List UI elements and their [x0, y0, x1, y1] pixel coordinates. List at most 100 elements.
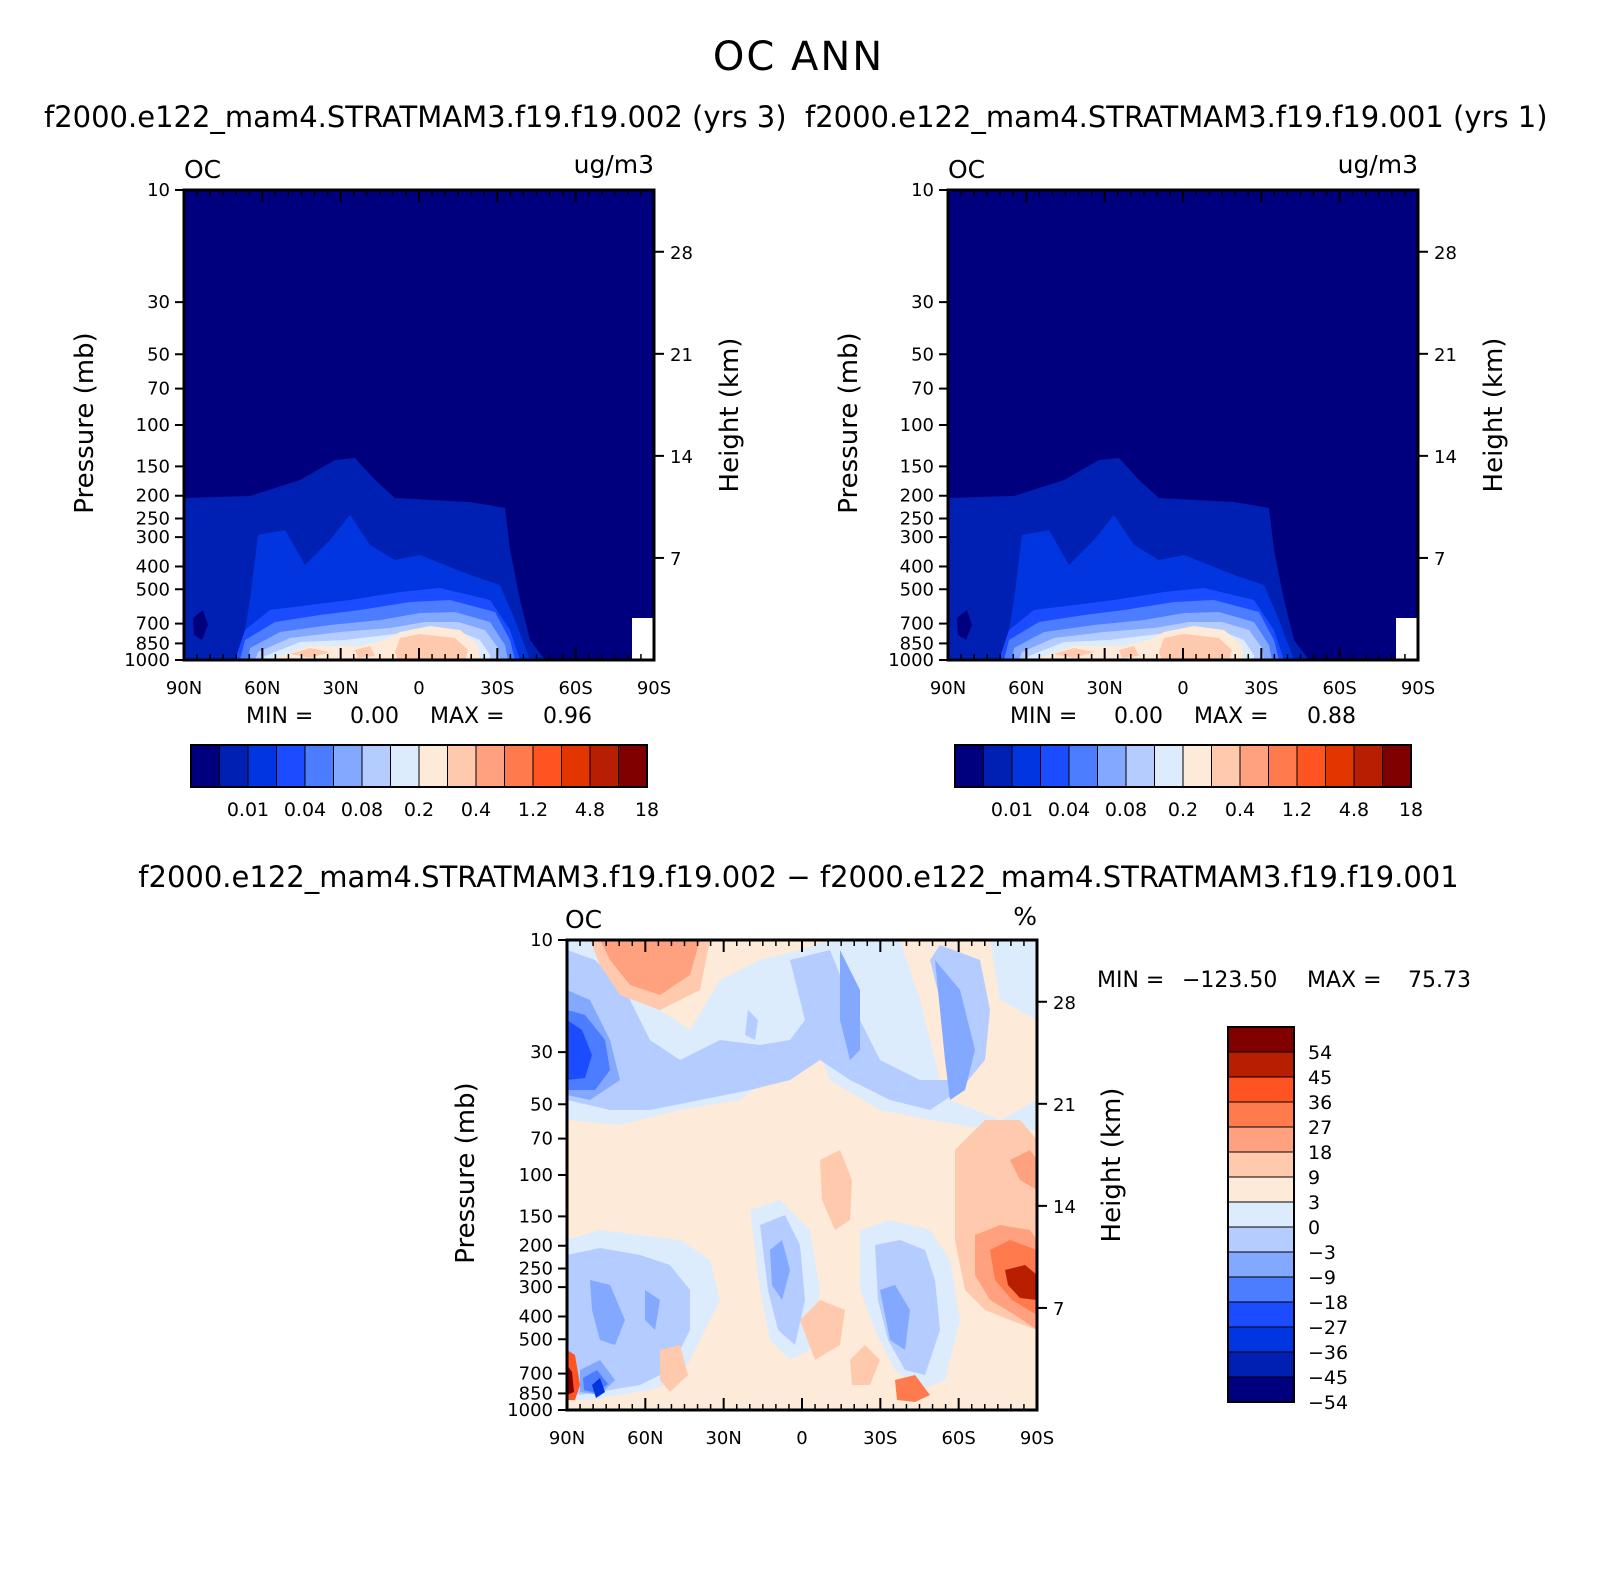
max-value: 0.96	[543, 704, 592, 729]
colorbar-label: 18	[635, 799, 659, 821]
max-label: MAX =	[1194, 704, 1269, 729]
y2-tick-label: 28	[1053, 993, 1076, 1014]
colorbar-box	[447, 744, 477, 788]
colorbar-box	[954, 744, 984, 788]
colorbar-label: −9	[1308, 1267, 1336, 1289]
y-tick-label: 50	[530, 1094, 553, 1115]
colorbar-box	[1227, 1276, 1295, 1303]
colorbar-label: 45	[1308, 1067, 1332, 1089]
y2-tick-label: 21	[670, 345, 693, 366]
units-label: %	[1013, 902, 1037, 931]
colorbar-box	[983, 744, 1013, 788]
contour-level-5	[580, 1240, 910, 1395]
x-tick-label: 60N	[627, 1428, 663, 1449]
max-value: 75.73	[1408, 968, 1471, 993]
y-tick-label: 50	[147, 344, 170, 365]
colorbar-box	[1353, 744, 1383, 788]
y-tick-label: 850	[900, 633, 934, 654]
diff-title: f2000.e122_mam4.STRATMAM3.f19.f19.002 − …	[138, 860, 1459, 894]
y2-tick-label: 14	[670, 447, 693, 468]
min-value: −123.50	[1182, 968, 1278, 993]
y-tick-label: 400	[136, 556, 170, 577]
panel-case-002	[182, 188, 656, 662]
colorbar-label: −36	[1308, 1342, 1348, 1364]
y-tick-label: 30	[911, 292, 934, 313]
colorbar-label: −45	[1308, 1367, 1348, 1389]
y2-axis-title: Height (km)	[715, 337, 745, 493]
y-tick-label: 150	[900, 456, 934, 477]
colorbar-box	[1382, 744, 1412, 788]
colorbar-frame	[190, 744, 648, 788]
x-tick-label: 0	[413, 678, 424, 699]
contour-level-8	[960, 1355, 1037, 1405]
contour-level-9	[290, 634, 468, 660]
colorbar-box	[1325, 744, 1355, 788]
y-tick-label: 700	[136, 614, 170, 635]
colorbar-box	[361, 744, 391, 788]
y2-tick-label: 21	[1053, 1095, 1076, 1116]
x-tick-label: 30N	[1086, 678, 1122, 699]
colorbar-box	[219, 744, 249, 788]
colorbar-box	[1268, 744, 1298, 788]
y-tick-label: 150	[136, 456, 170, 477]
contour-field-case-002	[184, 190, 654, 660]
contour-level-9	[1054, 634, 1232, 660]
colorbar-box	[1227, 1101, 1295, 1128]
colorbar-label: 0.01	[991, 799, 1033, 821]
colorbar-label: 4.8	[1339, 799, 1369, 821]
panel-difference	[565, 938, 1039, 1412]
colorbar-label: 0.08	[341, 799, 383, 821]
y-tick-label: 10	[530, 930, 553, 951]
y-tick-label: 200	[136, 486, 170, 507]
colorbar-box	[1227, 1251, 1295, 1278]
contour-level-5	[567, 950, 975, 1100]
y-tick-label: 300	[900, 527, 934, 548]
x-tick-label: 90S	[637, 678, 671, 699]
y-tick-label: 70	[147, 379, 170, 400]
min-value: 0.00	[350, 704, 399, 729]
y-tick-label: 400	[900, 556, 934, 577]
contour-level-6	[567, 945, 990, 1110]
colorbar-label: 0.2	[404, 799, 434, 821]
colorbar-box	[304, 744, 334, 788]
contour-level-0	[193, 610, 208, 640]
colorbar-label: 18	[1399, 799, 1423, 821]
contour-level-13	[1005, 1265, 1037, 1300]
y-axis-title: Pressure (mb)	[451, 1082, 481, 1264]
colorbar-box	[276, 744, 306, 788]
x-tick-label: 0	[1177, 678, 1188, 699]
colorbar-box	[589, 744, 619, 788]
colorbar-frame	[954, 744, 1412, 788]
y-tick-label: 500	[519, 1329, 553, 1350]
colorbar-label: 0.4	[461, 799, 491, 821]
y2-axis-title: Height (km)	[1097, 1087, 1127, 1243]
variable-label: OC	[184, 155, 222, 184]
x-tick-label: 30N	[322, 678, 358, 699]
colorbar-box	[504, 744, 534, 788]
contour-level-14	[567, 1365, 574, 1395]
contour-level-3	[567, 1020, 592, 1080]
colorbar-box	[1211, 744, 1241, 788]
colorbar-label: 0.04	[1048, 799, 1090, 821]
colorbar-frame	[1227, 1026, 1295, 1403]
x-tick-label: 90S	[1020, 1428, 1054, 1449]
colorbar-box	[1227, 1351, 1295, 1378]
y2-tick-label: 7	[1053, 1299, 1064, 1320]
y2-tick-label: 7	[670, 549, 681, 570]
y-tick-label: 700	[900, 614, 934, 635]
colorbar-box	[475, 744, 505, 788]
colorbar-box	[618, 744, 648, 788]
variable-label: OC	[565, 905, 603, 934]
panel-case-001	[946, 188, 1420, 662]
y-tick-label: 300	[136, 527, 170, 548]
y2-tick-label: 14	[1053, 1197, 1076, 1218]
y-tick-label: 700	[519, 1364, 553, 1385]
y-tick-label: 70	[530, 1129, 553, 1150]
y-tick-label: 150	[519, 1206, 553, 1227]
min-value: 0.00	[1114, 704, 1163, 729]
case-title-right: f2000.e122_mam4.STRATMAM3.f19.f19.001 (y…	[805, 100, 1548, 134]
y-tick-label: 1000	[124, 650, 170, 671]
y-tick-label: 50	[911, 344, 934, 365]
y-tick-label: 300	[519, 1277, 553, 1298]
